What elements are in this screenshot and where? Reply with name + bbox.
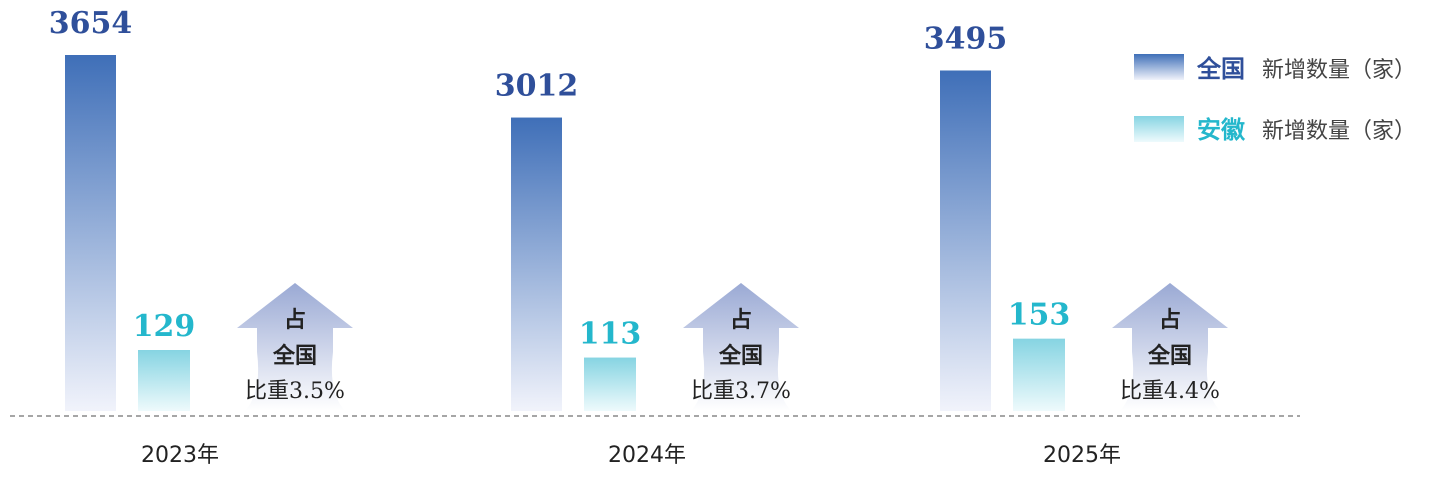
- category-label: 2025年: [1043, 443, 1121, 468]
- legend: 全国 新增数量（家） 安徽 新增数量（家）: [1134, 54, 1416, 144]
- share-arrow-icon: [1112, 283, 1228, 411]
- value-label-anhui: 129: [133, 309, 196, 344]
- bar-national-2025年: [940, 70, 991, 411]
- share-label-line1: 占: [730, 307, 752, 333]
- category-label: 2024年: [608, 443, 686, 468]
- share-label-line3: 比重3.7%: [691, 379, 791, 404]
- value-label-national: 3012: [495, 69, 579, 104]
- legend-label-national: 全国: [1196, 55, 1245, 83]
- value-label-anhui: 153: [1008, 298, 1071, 333]
- bar-national-2024年: [511, 117, 562, 412]
- bar-national-2023年: [65, 55, 116, 411]
- share-label-line3: 比重3.5%: [245, 379, 345, 404]
- legend-label-anhui: 安徽: [1197, 116, 1246, 144]
- value-label-national: 3654: [49, 6, 133, 41]
- bar-anhui-2023年: [138, 350, 190, 411]
- bar-anhui-2025年: [1013, 338, 1065, 411]
- share-label-line3: 比重4.4%: [1120, 379, 1220, 404]
- legend-swatch-anhui: [1134, 116, 1184, 142]
- share-arrow-icon: [237, 283, 353, 411]
- legend-swatch-national: [1134, 54, 1184, 80]
- share-label-line2: 全国: [718, 343, 763, 369]
- share-label-line2: 全国: [272, 343, 317, 369]
- value-label-national: 3495: [924, 21, 1008, 56]
- share-label-line1: 占: [1159, 307, 1181, 333]
- share-arrow-icon: [683, 283, 799, 411]
- share-label-line1: 占: [284, 307, 306, 333]
- category-label: 2023年: [141, 443, 219, 468]
- share-label-line2: 全国: [1147, 343, 1192, 369]
- legend-desc-national: 新增数量（家）: [1262, 58, 1416, 83]
- value-label-anhui: 113: [579, 317, 642, 352]
- legend-desc-anhui: 新增数量（家）: [1262, 119, 1416, 144]
- bar-anhui-2024年: [584, 357, 636, 411]
